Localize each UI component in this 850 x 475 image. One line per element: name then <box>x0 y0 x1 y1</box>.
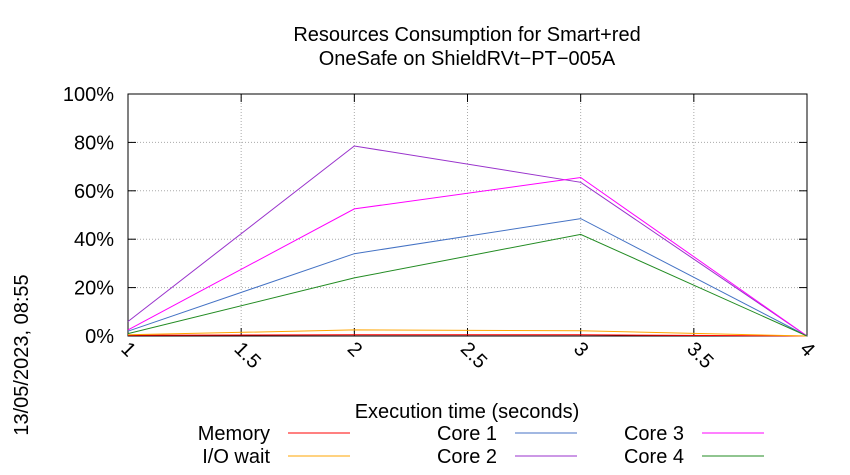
y-tick-label: 20% <box>74 278 114 300</box>
y-tick-label: 40% <box>74 229 114 251</box>
legend-label-i-o-wait: I/O wait <box>202 446 270 468</box>
series-line-core-2 <box>127 145 808 337</box>
legend-label-core-4: Core 4 <box>624 446 684 468</box>
x-tick-label: 1.5 <box>230 338 265 373</box>
y-tick-label: 60% <box>74 181 114 203</box>
grid <box>128 94 807 336</box>
series-line-memory <box>127 334 808 337</box>
y-tick-label: 100% <box>63 84 114 106</box>
series-line-i-o-wait <box>127 329 808 337</box>
series-lines <box>127 145 808 337</box>
legend-label-core-3: Core 3 <box>624 423 684 445</box>
x-tick-label: 1 <box>116 338 139 361</box>
series-line-core-1 <box>127 218 808 337</box>
x-tick-label: 2.5 <box>456 338 491 373</box>
x-axis-ticks: 1 1.5 2 2.5 3 3.5 4 <box>116 94 819 373</box>
x-tick-label: 3 <box>569 338 592 361</box>
x-tick-label: 4 <box>795 338 818 361</box>
series-line-core-3 <box>127 176 808 337</box>
x-tick-label: 3.5 <box>682 338 717 373</box>
chart-title-line2: OneSafe on ShieldRVt−PT−005A <box>319 48 616 70</box>
chart-title-line1: Resources Consumption for Smart+red <box>293 24 640 46</box>
y-tick-label: 0% <box>85 326 114 348</box>
legend-label-memory: Memory <box>198 423 270 445</box>
legend-label-core-2: Core 2 <box>437 446 497 468</box>
y-axis-ticks: 0% 20% 40% 60% 80% 100% <box>63 84 807 348</box>
series-line-core-4 <box>127 233 808 337</box>
legend-label-core-1: Core 1 <box>437 423 497 445</box>
y-tick-label: 80% <box>74 132 114 154</box>
x-tick-label: 2 <box>343 338 366 361</box>
x-axis-label: Execution time (seconds) <box>355 401 580 423</box>
timestamp-label: 13/05/2023, 08:55 <box>11 274 33 435</box>
